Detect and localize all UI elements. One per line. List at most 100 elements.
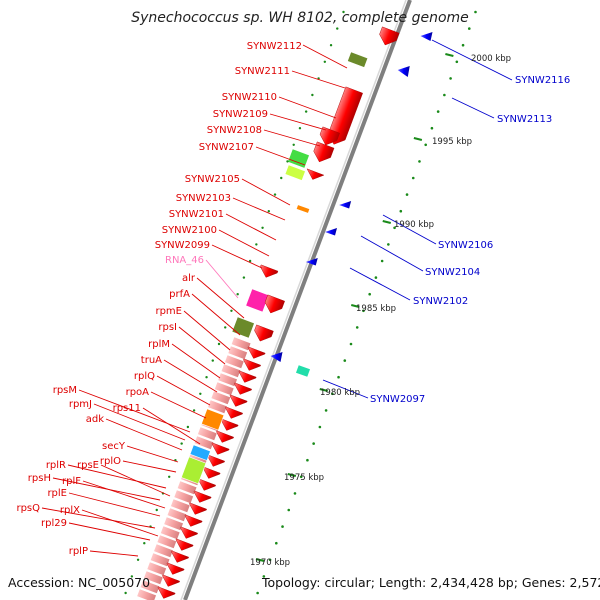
gene-label-synw2110[interactable]: SYNW2110 <box>222 92 277 103</box>
ribosomal-gene-554 <box>171 550 189 563</box>
gene-label-rpmj[interactable]: rpmJ <box>69 399 92 410</box>
forward-gene-10-shape <box>264 294 285 314</box>
gene-label-rpsh[interactable]: rpsH <box>28 473 51 484</box>
scale-dot <box>136 558 140 561</box>
scale-dot <box>312 442 315 445</box>
gene-label-rplr[interactable]: rplR <box>46 460 66 471</box>
reverse-strand-features <box>270 32 433 377</box>
rplo-gene-shape <box>180 456 207 485</box>
scale-dot <box>217 342 221 346</box>
scale-dot <box>143 542 146 545</box>
leader-line-left <box>196 277 245 319</box>
scale-dot <box>287 508 291 512</box>
scale-dot <box>211 359 214 362</box>
ribosomal-gene-530 <box>180 526 198 539</box>
ribosomal-track-376 <box>217 372 238 388</box>
gene-label-rpsq[interactable]: rpsQ <box>16 503 40 514</box>
scale-dot <box>298 127 302 130</box>
forward-gene-8 <box>260 264 279 278</box>
scale-dot <box>399 209 403 213</box>
gene-label-synw2097[interactable]: SYNW2097 <box>370 394 425 405</box>
leader-line-left <box>263 129 321 147</box>
major-tick <box>255 558 265 562</box>
scale-dot <box>205 376 208 379</box>
leader-line-left <box>255 146 306 166</box>
scale-dot <box>329 44 333 47</box>
ribosomal-track-385-shape <box>214 381 235 397</box>
ribosomal-track-583 <box>139 579 161 595</box>
scale-dot <box>224 326 227 329</box>
scale-dot <box>267 210 270 213</box>
gene-label-rplp[interactable]: rplP <box>69 546 88 557</box>
gene-label-adk[interactable]: adk <box>86 414 104 425</box>
ribosomal-track-385 <box>214 381 235 397</box>
gene-label-synw2101[interactable]: SYNW2101 <box>169 209 224 220</box>
gene-label-synw2111[interactable]: SYNW2111 <box>235 66 290 77</box>
gene-label-rple[interactable]: rplE <box>47 488 67 499</box>
gene-label-synw2102[interactable]: SYNW2102 <box>413 296 468 307</box>
kbp-label-1980: 1980 kbp <box>320 388 360 398</box>
ribosomal-track-439 <box>193 435 215 451</box>
leader-line-left <box>68 492 161 517</box>
ribosomal-gene-554-shape <box>171 550 189 563</box>
gene-label-secy[interactable]: secY <box>102 441 126 452</box>
label-leader-lines <box>41 39 513 557</box>
ribosomal-track-520 <box>163 516 184 532</box>
scale-dot <box>318 425 322 429</box>
ribosomal-track-574 <box>143 570 164 586</box>
gene-label-synw2116[interactable]: SYNW2116 <box>515 75 570 86</box>
gene-label-rplm[interactable]: rplM <box>148 339 170 350</box>
accession-text: Accession: NC_005070 <box>8 575 150 590</box>
scale-dot <box>342 10 345 14</box>
gene-label-prfa[interactable]: prfA <box>169 289 190 300</box>
leader-line-left <box>41 507 156 529</box>
ribosomal-gene-542 <box>175 538 194 551</box>
gene-label-trua[interactable]: truA <box>141 355 162 366</box>
ribosomal-track-529-shape <box>160 525 181 541</box>
ribosomal-gene-590-shape <box>157 586 176 599</box>
gene-label-rpsi[interactable]: rpsI <box>158 322 177 333</box>
ribosomal-gene-434-shape <box>216 430 234 443</box>
gene-label-rpoa[interactable]: rpoA <box>126 387 150 398</box>
gene-label-synw2100[interactable]: SYNW2100 <box>162 225 217 236</box>
gene-label-synw2106[interactable]: SYNW2106 <box>438 240 493 251</box>
gene-label-synw2112[interactable]: SYNW2112 <box>247 41 302 52</box>
ribosomal-track-403 <box>207 399 228 415</box>
gene-label-synw2107[interactable]: SYNW2107 <box>199 142 254 153</box>
leader-line-left <box>156 375 211 406</box>
gene-label-rna-46[interactable]: RNA_46 <box>165 255 204 266</box>
gene-label-rplo[interactable]: rplO <box>100 456 121 467</box>
scale-dot <box>362 309 365 313</box>
scale-dot <box>292 143 295 146</box>
gene-label-synw2113[interactable]: SYNW2113 <box>497 114 552 125</box>
gene-label-synw2109[interactable]: SYNW2109 <box>213 109 268 120</box>
leader-line-left <box>150 391 207 419</box>
ribosomal-gene-410-shape <box>225 406 243 419</box>
reverse-gene-4 <box>305 258 318 266</box>
ribosomal-gene-374 <box>238 370 257 383</box>
gene-label-synw2104[interactable]: SYNW2104 <box>425 267 480 278</box>
gene-label-synw2099[interactable]: SYNW2099 <box>155 240 210 251</box>
leader-line-left <box>93 403 186 441</box>
gene-label-alr[interactable]: alr <box>182 273 196 284</box>
ribosomal-track-484 <box>176 480 198 496</box>
ribosomal-gene-506 <box>189 502 207 515</box>
gene-label-rpme[interactable]: rpmE <box>155 306 182 317</box>
gene-label-synw2105[interactable]: SYNW2105 <box>185 174 240 185</box>
gene-label-synw2103[interactable]: SYNW2103 <box>176 193 231 204</box>
gene-label-rpse[interactable]: rpsE <box>77 460 99 471</box>
gene-label-rpsm[interactable]: rpsM <box>53 385 77 396</box>
ribosomal-track-574-shape <box>143 570 164 586</box>
gene-label-rpl29[interactable]: rpl29 <box>41 518 67 529</box>
gene-label-synw2108[interactable]: SYNW2108 <box>207 125 262 136</box>
ribosomal-track-502 <box>170 498 191 514</box>
leader-line-left <box>278 96 337 119</box>
kbp-label-1970: 1970 kbp <box>250 558 290 568</box>
forward-gene-6 <box>284 164 306 181</box>
ribosomal-track-403-shape <box>207 399 228 415</box>
scale-dot <box>304 110 308 113</box>
gene-label-rplf[interactable]: rplF <box>62 476 81 487</box>
gene-label-rps11[interactable]: rps11 <box>113 403 141 414</box>
gene-label-rplq[interactable]: rplQ <box>134 371 155 382</box>
gene-label-rplx[interactable]: rplX <box>60 505 80 516</box>
